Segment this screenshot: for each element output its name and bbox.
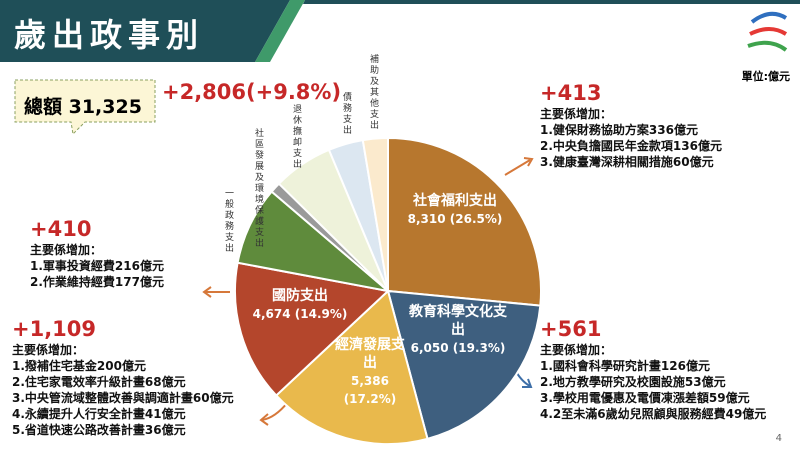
note: +410 主要係增加： 1.軍事投資經費216億元 2.作業維持經費177億元	[30, 216, 164, 290]
note-change: +413	[540, 81, 602, 105]
note-item: 2.住宅家電效率升級計畫68億元	[12, 375, 186, 389]
pie-slice	[274, 289, 429, 445]
note-change: +561	[540, 317, 602, 341]
note-item: 1.健保財務協助方案336億元	[540, 123, 698, 137]
unit: 單位:億元	[741, 70, 790, 83]
slice-name: 社會福利支出	[413, 193, 497, 209]
slice-name: 退休撫卹支出	[291, 104, 301, 170]
slice-name: 補助及其他支出	[368, 54, 378, 131]
note-item: 3.健康臺灣深耕相關措施60億元	[540, 155, 714, 169]
note-item: 2.作業維持經費177億元	[30, 275, 164, 289]
note-item: 2.中央負擔國民年金款項136億元	[540, 139, 722, 153]
slice-name: 一般政務支出	[223, 188, 233, 254]
pie-slice	[361, 136, 389, 292]
pie-slice	[387, 136, 542, 307]
slice-label: 經濟發展支出 5,386 (17.2%)	[335, 336, 405, 408]
total: 總額 31,325	[24, 96, 142, 118]
note-lead: 主要係增加：	[12, 343, 85, 357]
note-lead: 主要係增加：	[540, 107, 613, 121]
slice-name: 社區發展及環境保護支出	[253, 128, 263, 249]
slice-label: 國防支出 4,674 (14.9%)	[240, 287, 360, 323]
note: +561 主要係增加： 1.國科會科學研究計畫126億元 2.地方教學研究及校園設施5…	[540, 316, 766, 422]
note-lead: 主要係增加：	[30, 243, 103, 257]
slice-value: 5,386 (17.2%)	[343, 374, 397, 406]
slice-name: 債務支出	[341, 92, 351, 136]
page-number: 4	[775, 433, 782, 444]
note-item: 4.永續提升人行安全計畫41億元	[12, 407, 186, 421]
note-item: 1.軍事投資經費216億元	[30, 259, 164, 273]
slice-value: 6,050 (19.3%)	[410, 341, 506, 355]
note-change: +410	[30, 217, 92, 241]
slice-name: 國防支出	[272, 288, 328, 304]
slice-label: 教育科學文化支出 6,050 (19.3%)	[403, 303, 513, 357]
total-change: +2,806(+9.8%)	[162, 80, 342, 104]
title: 歲出政事別	[14, 16, 205, 54]
note: +413 主要係增加： 1.健保財務協助方案336億元 2.中央負擔國民年金款項136…	[540, 80, 722, 170]
slice-value: 8,310 (26.5%)	[407, 212, 503, 226]
pie-slice	[386, 289, 542, 441]
slice-name: 經濟發展支出	[335, 337, 405, 371]
note-item: 1.撥補住宅基金200億元	[12, 359, 146, 373]
note-item: 3.學校用電優惠及電價凍漲差額59億元	[540, 391, 750, 405]
slice-name: 教育科學文化支出	[409, 304, 507, 338]
pie-slice	[234, 261, 391, 397]
note-item: 4.2至未滿6歲幼兒照顧與服務經費49億元	[540, 407, 767, 421]
note-change: +1,109	[12, 317, 97, 341]
slice-label: 社會福利支出 8,310 (26.5%)	[395, 192, 515, 228]
note-item: 3.中央管流域整體改善與調適計畫60億元	[12, 391, 234, 405]
slice-value: 4,674 (14.9%)	[252, 307, 348, 321]
note: +1,109 主要係增加： 1.撥補住宅基金200億元 2.住宅家電效率升級計畫68億…	[12, 316, 234, 438]
note-item: 1.國科會科學研究計畫126億元	[540, 359, 710, 373]
note-lead: 主要係增加：	[540, 343, 613, 357]
note-item: 5.省道快速公路改善計畫36億元	[12, 423, 186, 437]
note-item: 2.地方教學研究及校園設施53億元	[540, 375, 726, 389]
